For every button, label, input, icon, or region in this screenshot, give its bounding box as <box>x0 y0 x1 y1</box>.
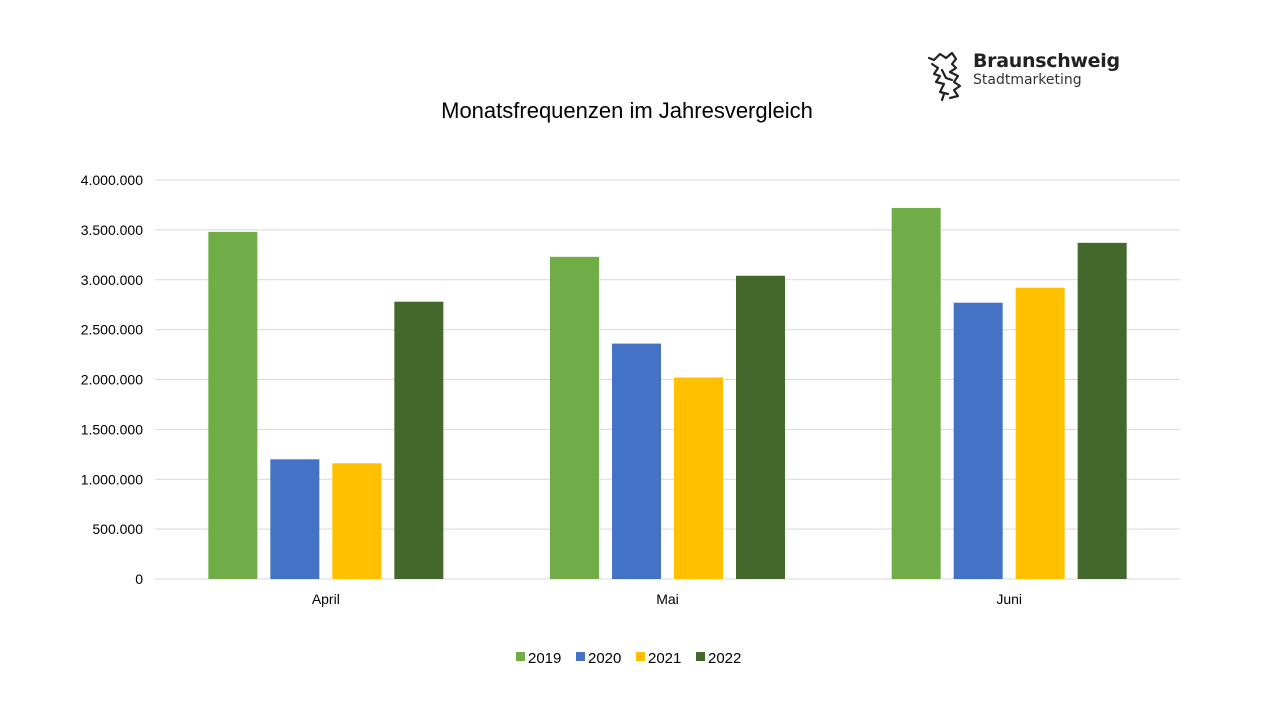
brand-logo: Braunschweig Stadtmarketing <box>926 50 1126 102</box>
chart-title: Monatsfrequenzen im Jahresvergleich <box>441 98 813 123</box>
legend-swatch-2022 <box>696 652 705 661</box>
bar-mai-2020 <box>612 343 661 579</box>
y-tick-label: 4.000.000 <box>81 172 143 188</box>
y-tick-label: 500.000 <box>92 521 143 537</box>
bar-april-2022 <box>394 301 444 579</box>
bar-mai-2021 <box>674 377 723 579</box>
legend-swatch-2020 <box>576 652 585 661</box>
bar-juni-2019 <box>891 207 941 579</box>
legend-swatch-2019 <box>516 652 525 661</box>
bar-juni-2022 <box>1077 242 1127 579</box>
lion-icon <box>927 51 962 102</box>
y-tick-label: 3.500.000 <box>81 222 143 238</box>
bar-april-2021 <box>332 463 382 579</box>
bar-juni-2021 <box>1015 287 1065 579</box>
y-tick-label: 2.000.000 <box>81 372 143 388</box>
legend-swatch-2021 <box>636 652 645 661</box>
brand-subtitle: Stadtmarketing <box>973 72 1082 88</box>
bar-april-2020 <box>270 459 320 579</box>
legend-label-2019: 2019 <box>528 650 561 667</box>
bar-juni-2020 <box>953 302 1003 579</box>
x-tick-label: Mai <box>656 591 679 607</box>
y-tick-label: 2.500.000 <box>81 322 143 338</box>
bar-mai-2019 <box>550 256 599 579</box>
y-tick-label: 1.500.000 <box>81 421 143 437</box>
y-tick-label: 1.000.000 <box>81 471 143 487</box>
x-tick-label: April <box>312 591 340 607</box>
brand-name: Braunschweig <box>973 50 1120 72</box>
x-tick-label: Juni <box>996 591 1022 607</box>
legend-label-2022: 2022 <box>708 650 741 667</box>
bar-april-2019 <box>208 231 258 579</box>
bar-mai-2022 <box>736 275 785 579</box>
y-tick-label: 0 <box>135 571 143 587</box>
y-tick-label: 3.000.000 <box>81 272 143 288</box>
legend-label-2020: 2020 <box>588 650 621 667</box>
legend-label-2021: 2021 <box>648 650 681 667</box>
